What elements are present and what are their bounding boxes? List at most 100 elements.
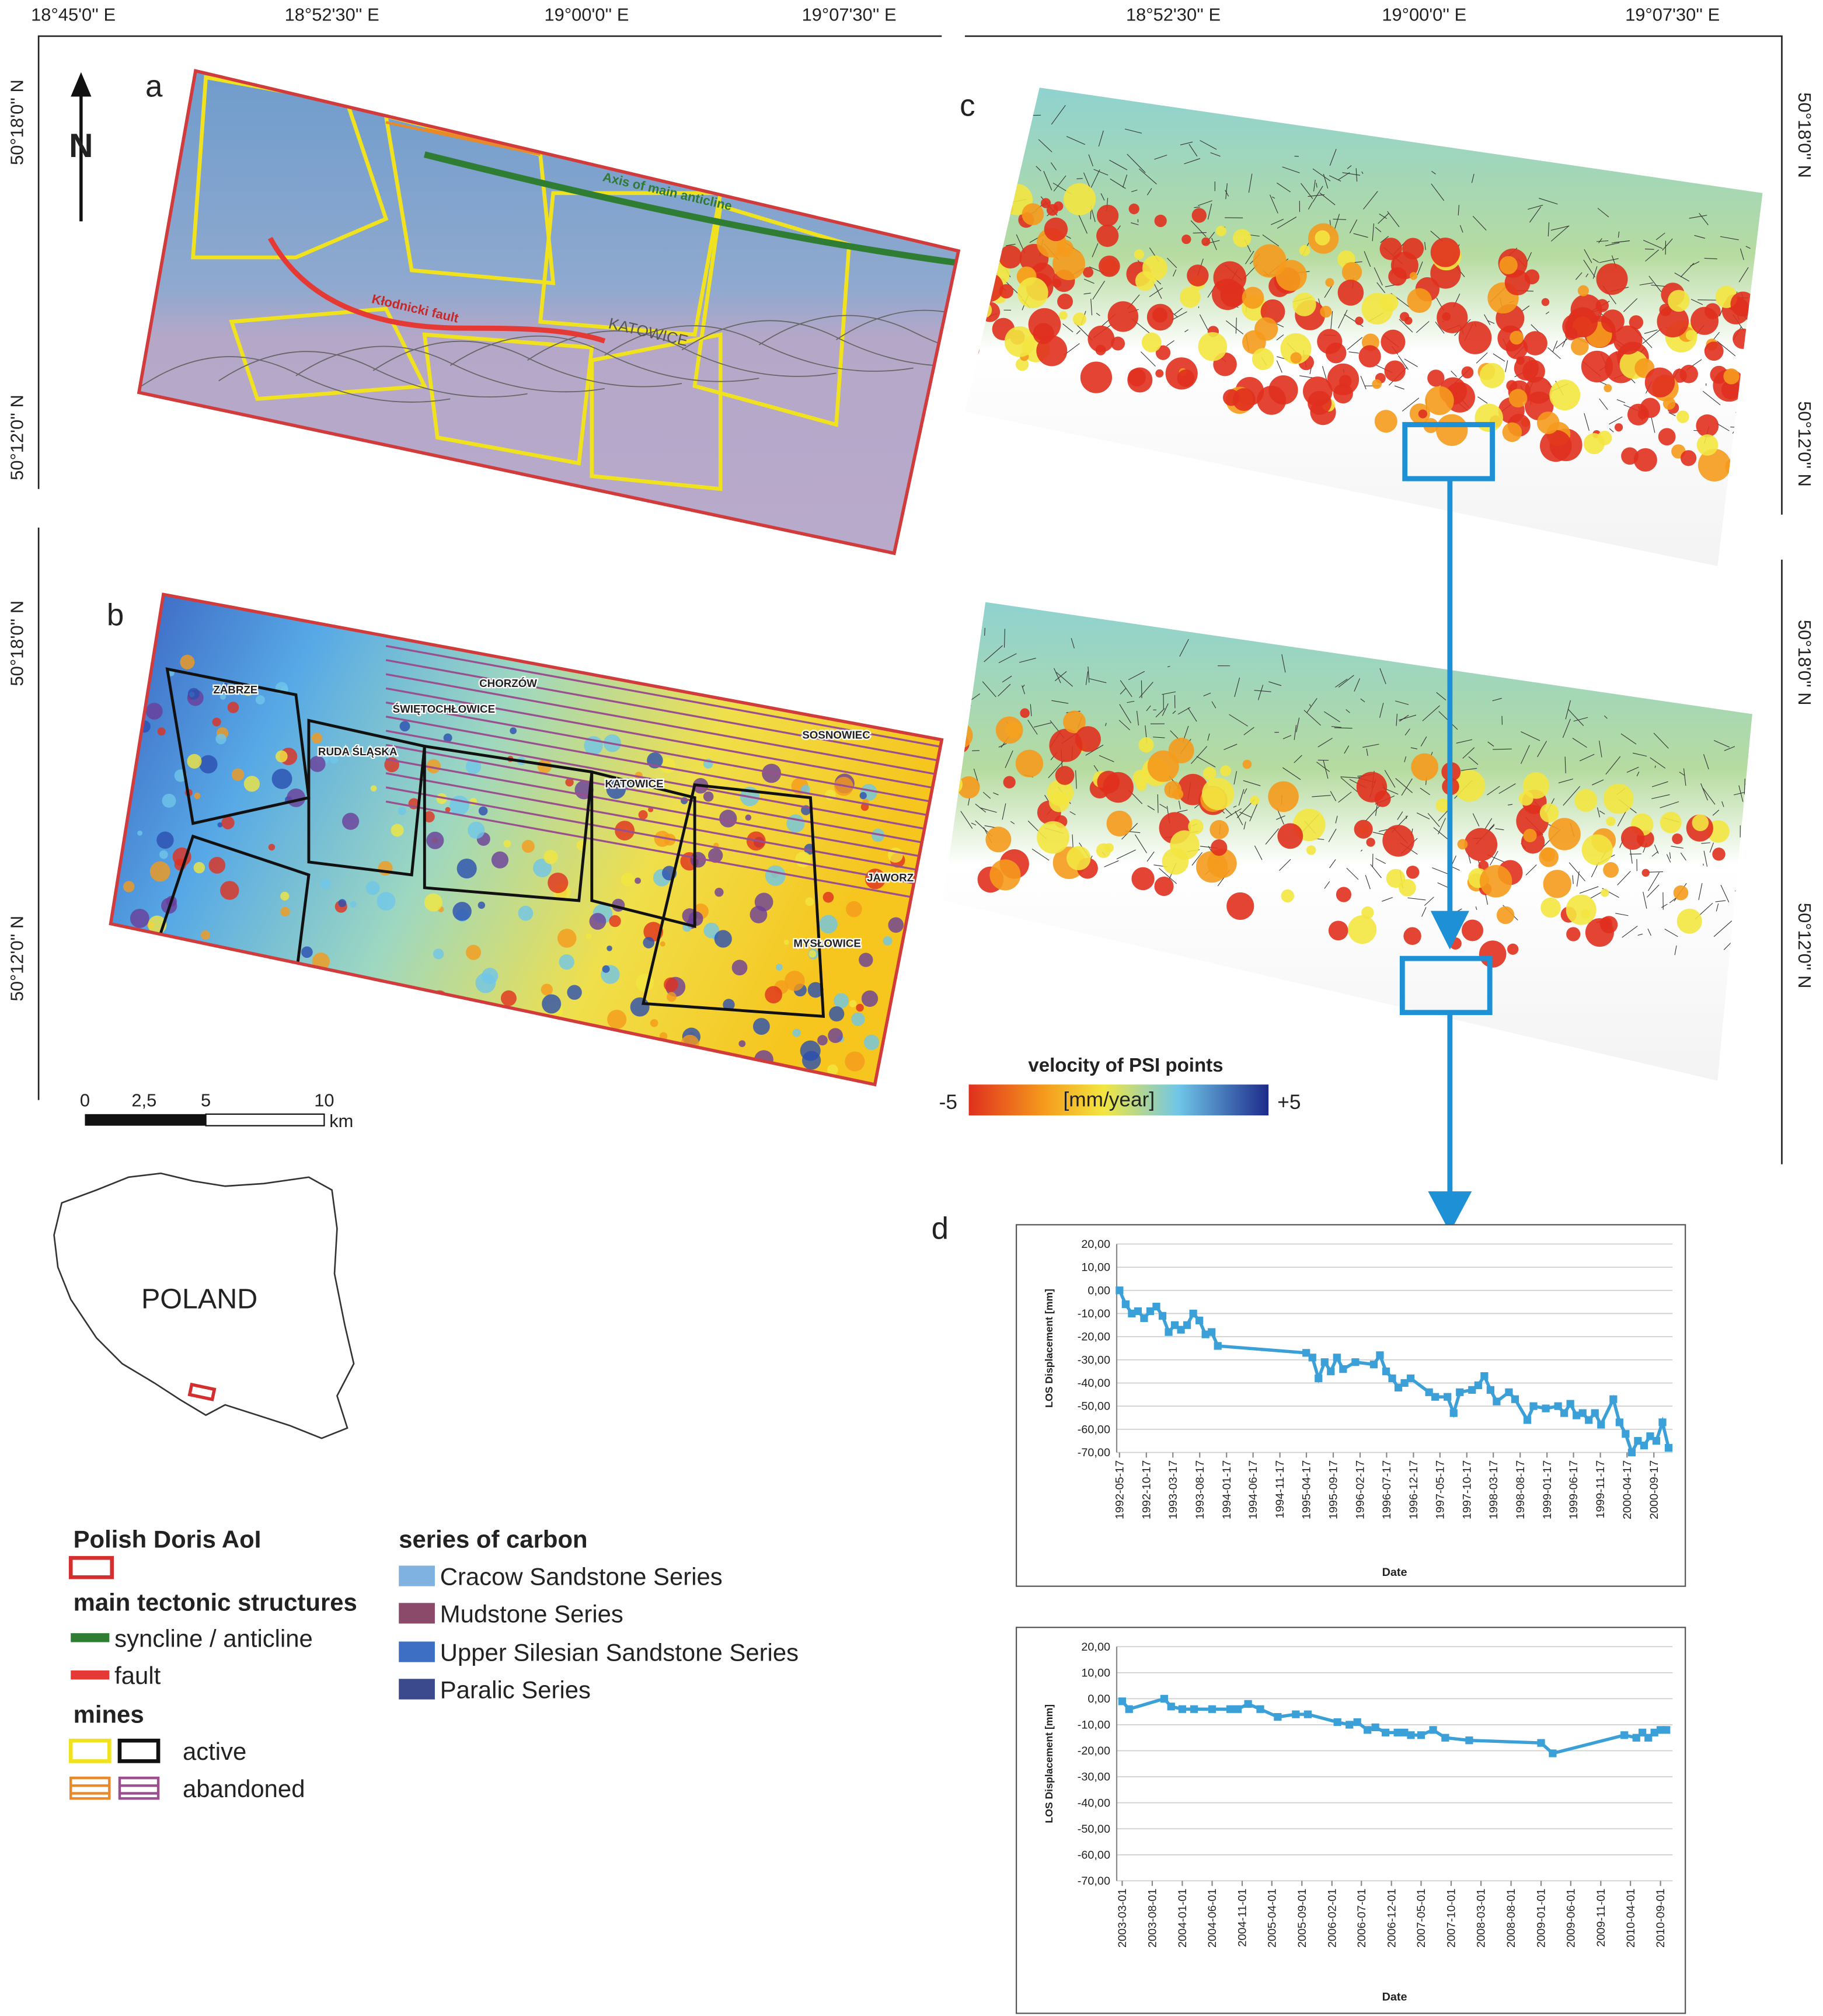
road — [1071, 638, 1075, 648]
psi-cluster — [1613, 325, 1643, 355]
road — [1547, 222, 1550, 237]
point — [1406, 1374, 1415, 1383]
fringe — [255, 695, 265, 705]
road — [1262, 234, 1280, 247]
road — [1173, 269, 1177, 277]
point — [1152, 1302, 1160, 1311]
road — [1475, 906, 1477, 910]
road — [1370, 864, 1382, 878]
map-panels — [109, 69, 1763, 1233]
x-tick-label: 1997-10-17 — [1461, 1460, 1473, 1519]
road — [1375, 858, 1386, 864]
psi-cluster — [1358, 345, 1381, 368]
psi-cluster — [1374, 410, 1397, 433]
psi-cluster — [1418, 409, 1427, 418]
x-tick-label: 1996-07-17 — [1381, 1460, 1393, 1519]
road — [1555, 339, 1568, 349]
road — [1394, 385, 1404, 390]
road — [1051, 105, 1066, 125]
road — [1043, 170, 1052, 191]
road — [1364, 251, 1371, 267]
psi-cluster — [1721, 380, 1741, 400]
y-tick-label: -30,00 — [1078, 1354, 1110, 1366]
road — [1382, 897, 1393, 902]
longitude: 19°07'30'' E — [1625, 4, 1720, 25]
psi-cluster — [1499, 256, 1518, 274]
road — [1090, 169, 1100, 188]
road — [1755, 339, 1758, 351]
fringe — [475, 972, 496, 993]
road — [1402, 397, 1420, 411]
fringe — [714, 930, 732, 948]
psi-cluster — [1479, 362, 1505, 388]
road — [1019, 658, 1036, 663]
road — [967, 798, 970, 806]
fringe — [456, 858, 477, 879]
fringe — [664, 977, 678, 992]
point — [1394, 1383, 1403, 1391]
road — [1191, 852, 1202, 866]
road — [1375, 226, 1382, 232]
road — [1365, 875, 1371, 890]
road — [1200, 140, 1217, 150]
road — [1282, 767, 1301, 780]
hatch — [385, 687, 942, 793]
psi-cluster — [1660, 811, 1682, 833]
point — [1381, 1728, 1390, 1736]
psi-cluster — [1020, 708, 1030, 718]
road — [1147, 805, 1155, 811]
fringe — [503, 839, 511, 847]
road — [1550, 225, 1570, 231]
road — [1109, 159, 1128, 170]
road — [1647, 884, 1660, 898]
psi-cluster — [1668, 290, 1690, 312]
fringe — [829, 1006, 845, 1022]
road — [1296, 717, 1300, 733]
road — [1422, 705, 1440, 721]
road — [1495, 828, 1504, 831]
psi-cluster — [1315, 230, 1330, 246]
latitude: 50°18'0'' N — [7, 601, 27, 686]
north-label: N — [69, 127, 93, 165]
road — [1609, 416, 1623, 425]
y-tick-label: -50,00 — [1078, 1823, 1110, 1836]
road — [1353, 233, 1368, 238]
contour — [836, 309, 958, 357]
point — [1167, 1703, 1175, 1711]
psi-cluster — [1250, 796, 1260, 805]
road — [1683, 768, 1686, 786]
road — [1745, 246, 1751, 249]
psi-cluster — [985, 196, 1010, 221]
road — [1397, 355, 1409, 370]
fringe — [398, 807, 406, 815]
hatch — [385, 772, 942, 877]
road — [1438, 818, 1446, 835]
fringe — [301, 946, 313, 958]
road — [1188, 144, 1198, 157]
point — [1646, 1432, 1654, 1441]
x-tick-label: 2007-10-01 — [1445, 1889, 1458, 1948]
psi-cluster — [1536, 411, 1560, 434]
road — [1194, 803, 1200, 809]
fringe — [617, 1033, 623, 1039]
road — [1226, 320, 1244, 334]
x-tick-label: 2008-08-01 — [1505, 1889, 1518, 1948]
psi-cluster — [1177, 369, 1195, 388]
fringe — [714, 887, 724, 897]
road — [1528, 204, 1543, 210]
fringe — [468, 821, 485, 839]
psi-cluster — [1712, 847, 1726, 861]
road — [1435, 322, 1445, 334]
chart-frame — [1016, 1627, 1686, 2014]
road — [1704, 257, 1717, 260]
psi-cluster — [1127, 367, 1153, 393]
fringe — [745, 814, 752, 821]
road — [1257, 685, 1264, 700]
fringe — [220, 881, 239, 900]
point — [1634, 1437, 1642, 1445]
road — [1623, 298, 1638, 312]
psi-cluster — [1290, 352, 1302, 364]
fringe — [859, 953, 873, 967]
fringe — [478, 806, 488, 816]
point — [1560, 1409, 1568, 1417]
